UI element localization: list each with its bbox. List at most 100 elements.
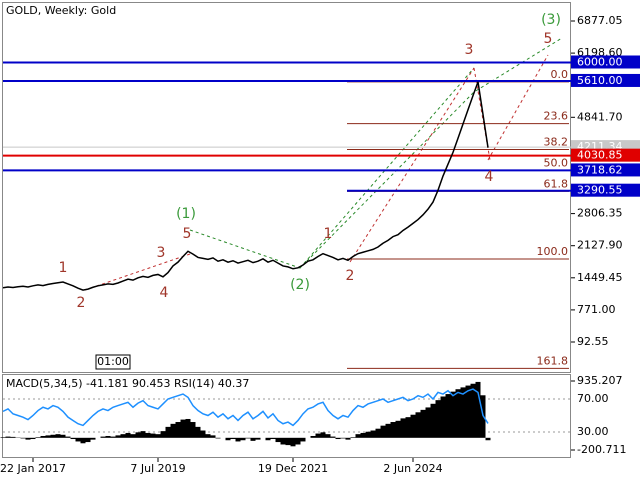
main-frame [2,2,571,373]
macd-bar [450,391,456,438]
macd-bar [300,437,306,442]
macd-bar [140,431,146,438]
macd-bar [150,433,156,438]
macd-bar [235,437,241,442]
macd-bar [230,437,236,440]
wave-guide [487,54,549,161]
macd-bar [250,437,256,441]
macd-bar [405,417,411,438]
level-box [571,163,640,177]
macd-bar [355,434,361,438]
level-label: 3290.55 [577,184,623,197]
macd-bar [215,437,221,439]
level-box [571,183,640,197]
macd-bar [120,434,126,438]
macd-bar [170,423,176,438]
level-label: 4030.85 [577,149,623,162]
macd-bar [465,385,471,438]
macd-bar [165,426,171,438]
fib-label: 50.0 [544,156,569,169]
macd-bar [240,437,246,441]
macd-bar [5,436,11,438]
wave-label: (2) [290,277,310,293]
wave-label: 4 [160,285,169,301]
level-box [571,55,640,69]
macd-bar [75,437,81,442]
macd-bar [280,437,286,445]
y-tick-label: 771.00 [577,303,616,316]
level-label: 3718.62 [577,163,623,176]
macd-bar [335,437,341,440]
wave-label: 2 [77,295,86,311]
wave-label: 1 [59,260,68,276]
macd-bar [485,437,491,441]
macd-bar [160,431,166,438]
macd-bar [360,432,366,438]
fib-label: 161.8 [537,354,569,367]
macd-bar [290,437,296,447]
macd-bar [70,437,76,440]
macd-bar [135,432,141,438]
wave-guide [84,253,191,291]
y-tick-label: 4841.70 [577,110,623,123]
macd-bar [50,434,56,438]
wave-label: 5 [183,226,192,242]
macd-bar [325,434,331,438]
wave-label: 5 [544,31,553,47]
y-tick-label: 92.55 [577,335,609,348]
fib-label: 0.0 [551,68,569,81]
macd-bar [0,437,6,438]
indicator-frame [2,374,571,458]
macd-bar [225,437,231,441]
price-line [2,81,489,291]
macd-bar [85,437,91,443]
macd-bar [90,437,96,440]
level-label: 6000.00 [577,55,623,68]
macd-bar [175,422,181,438]
macd-bar [145,432,151,438]
macd-bar [25,437,31,440]
macd-bar [110,436,116,438]
wave-label: 1 [324,226,333,242]
macd-bar [330,436,336,438]
fib-label: 23.6 [544,110,569,123]
y-tick-label: 2127.90 [577,239,623,252]
x-tick-label: 2 Jun 2024 [383,462,442,475]
macd-bar [100,436,106,438]
macd-bar [470,383,476,438]
y-tick-label: 6877.05 [577,14,623,27]
macd-bar [190,422,196,438]
y-tick-label: -200.711 [577,443,626,456]
macd-bar [295,437,301,445]
wave-guide [349,67,475,263]
macd-bar [20,437,26,439]
macd-bar [400,418,406,438]
wave-label: 2 [346,268,355,284]
macd-bar [390,422,396,438]
y2-tick-label: 30.00 [577,425,609,438]
macd-bar [440,396,446,438]
x-tick-label: 19 Dec 2021 [258,462,328,475]
macd-bar [425,407,431,438]
macd-bar [365,431,371,438]
wave-label: 3 [157,245,166,261]
wave-label: (3) [541,12,561,28]
macd-bar [30,437,36,440]
chart-title: GOLD, Weekly: Gold [6,4,116,17]
macd-bar [350,437,356,438]
macd-bar [65,436,71,438]
macd-bar [185,418,191,438]
macd-bar [370,430,376,438]
time-marker-box [95,354,131,370]
y2-tick-label: 70.00 [577,392,609,405]
level-label: 5610.00 [577,74,623,87]
macd-bar [210,435,216,438]
macd-bar [435,400,441,438]
macd-bar [275,437,281,443]
wave-guide [299,67,475,269]
macd-bar [430,403,436,438]
macd-bar [130,434,136,438]
level-box [571,73,640,87]
